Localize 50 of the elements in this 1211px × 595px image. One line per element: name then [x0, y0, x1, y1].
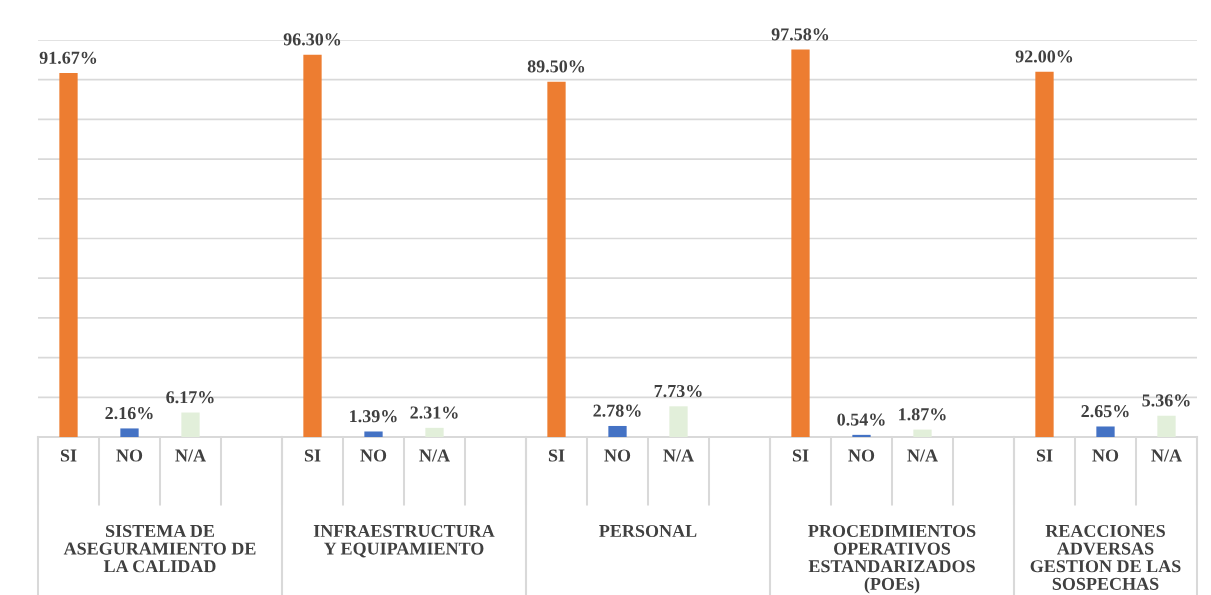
bar	[852, 434, 871, 437]
bar	[608, 425, 627, 437]
x-tick-label: N/A	[663, 449, 694, 462]
x-tick-label: N/A	[175, 449, 206, 462]
x-tick-label: N/A	[1151, 449, 1182, 462]
bar	[1035, 71, 1054, 437]
bar	[1157, 415, 1176, 437]
x-tick-label: SI	[792, 449, 809, 462]
x-tick-label: N/A	[419, 449, 450, 462]
data-label: 2.16%	[105, 407, 153, 420]
bar	[59, 73, 78, 437]
text: SISTEMA DE ASEGURAMIENTO DE LA CALIDAD	[63, 524, 256, 573]
x-tick-label: NO	[604, 449, 631, 462]
data-label: 2.31%	[410, 406, 458, 419]
bar	[913, 429, 932, 437]
bar	[303, 54, 322, 437]
data-label: 6.17%	[166, 391, 214, 404]
data-label: 97.58%	[771, 28, 829, 41]
data-label: 2.65%	[1081, 405, 1129, 418]
data-label: 92.00%	[1015, 50, 1073, 63]
data-label: 91.67%	[39, 51, 97, 64]
x-tick-label: NO	[360, 449, 387, 462]
bar	[1096, 426, 1115, 437]
x-tick-label: SI	[548, 449, 565, 462]
x-tick-label: SI	[60, 449, 77, 462]
bar	[791, 49, 810, 437]
bar	[181, 412, 200, 437]
data-label: 0.54%	[837, 413, 885, 426]
x-tick-label: SI	[1036, 449, 1053, 462]
x-tick-label: SI	[304, 449, 321, 462]
text: INFRAESTRUCTURA Y EQUIPAMIENTO	[313, 524, 495, 558]
bar	[425, 427, 444, 437]
data-label: 89.50%	[527, 60, 585, 73]
x-tick-label: NO	[1092, 449, 1119, 462]
data-label: 5.36%	[1142, 394, 1190, 407]
text: PROCEDIMIENTOS OPERATIVOS ESTANDARIZADOS (POEs)	[808, 524, 976, 594]
bar	[364, 431, 383, 437]
bar	[669, 406, 688, 437]
text: REACCIONES ADVERSAS GESTION DE LAS SOSPECHAS	[1030, 524, 1181, 590]
x-tick-label: NO	[848, 449, 875, 462]
x-tick-label: N/A	[907, 449, 938, 462]
bar	[120, 428, 139, 437]
bar	[547, 81, 566, 437]
data-label: 96.30%	[283, 33, 341, 46]
data-label: 2.78%	[593, 404, 641, 417]
text: PERSONAL	[599, 524, 697, 538]
data-label: 1.39%	[350, 410, 397, 423]
x-tick-label: NO	[116, 449, 143, 462]
data-label: 1.87%	[899, 408, 946, 421]
data-label: 7.73%	[654, 384, 702, 398]
